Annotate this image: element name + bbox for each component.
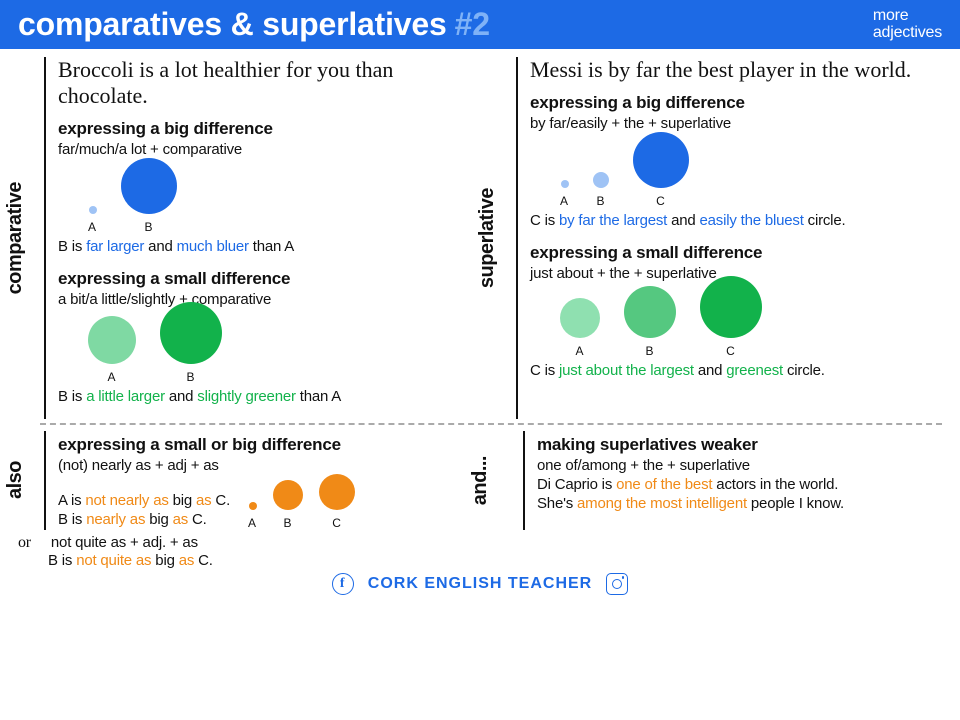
circle-label: C [633, 194, 689, 208]
comp-small-sentence: B is a little larger and slightly greene… [58, 388, 470, 405]
also-rule: (not) nearly as + adj + as [58, 457, 463, 474]
example-script-left: Broccoli is a lot healthier for you than… [58, 57, 470, 109]
label-superlative: superlative [476, 184, 510, 292]
circle-icon [700, 276, 762, 338]
page-title: comparatives & superlatives [18, 6, 447, 43]
also-row: A is not nearly as big as C. B is nearly… [58, 474, 463, 530]
circle-icon [88, 316, 136, 364]
section-divider [40, 423, 942, 425]
circle-item: B [121, 158, 177, 234]
sup-big-title: expressing a big difference [530, 93, 942, 113]
circle-item: B [624, 286, 676, 358]
circle-label: B [121, 220, 177, 234]
or-label: or [18, 534, 31, 551]
sup-small-circles: A B C [560, 292, 942, 358]
also-column: expressing a small or big difference (no… [44, 431, 463, 530]
circle-item: B [593, 172, 609, 208]
also-line1: A is not nearly as big as C. [58, 492, 230, 509]
sub-line1: more [873, 7, 909, 24]
or-rule: not quite as + adj. + as [51, 534, 198, 551]
also-circles: A B C [248, 474, 355, 530]
footer: f CORK ENGLISH TEACHER [0, 573, 960, 595]
circle-label: A [560, 344, 600, 358]
circle-label: B [160, 370, 222, 384]
sup-big-rule: by far/easily + the + superlative [530, 115, 942, 132]
comp-small-title: expressing a small difference [58, 269, 470, 289]
comparative-column: Broccoli is a lot healthier for you than… [44, 57, 470, 419]
or-block: or not quite as + adj. + as B is not qui… [14, 534, 960, 569]
page-number: #2 [455, 6, 490, 43]
comp-small-rule: a bit/a little/slightly + comparative [58, 291, 470, 308]
circle-item: B [160, 302, 222, 384]
and-line1: Di Caprio is one of the best actors in t… [537, 476, 942, 493]
circle-item: C [633, 132, 689, 208]
circle-label: A [88, 370, 136, 384]
and-line2: She's among the most intelligent people … [537, 495, 942, 512]
circle-label: A [248, 516, 257, 530]
circle-icon [89, 206, 97, 214]
comp-big-sentence: B is far larger and much bluer than A [58, 238, 470, 255]
or-sentence: B is not quite as big as C. [48, 552, 213, 569]
sup-big-circles: A B C [560, 142, 942, 208]
also-line2: B is nearly as big as C. [58, 511, 230, 528]
comp-big-circles: AB [88, 168, 470, 234]
and-title: making superlatives weaker [537, 435, 942, 455]
circle-label: C [700, 344, 762, 358]
and-column: making superlatives weaker one of/among … [523, 431, 942, 530]
comp-big-title: expressing a big difference [58, 119, 470, 139]
circle-icon [249, 502, 257, 510]
instagram-icon [606, 573, 628, 595]
circle-label: C [319, 516, 355, 530]
circle-item: A [88, 316, 136, 384]
circle-label: B [624, 344, 676, 358]
also-title: expressing a small or big difference [58, 435, 463, 455]
circle-label: B [273, 516, 303, 530]
circle-item: A [560, 298, 600, 358]
circle-icon [560, 298, 600, 338]
label-comparative: comparative [4, 178, 38, 298]
circle-item: A [248, 502, 257, 530]
circle-item: A [88, 206, 97, 234]
sup-small-sentence: C is just about the largest and greenest… [530, 362, 942, 379]
sup-small-title: expressing a small difference [530, 243, 942, 263]
circle-icon [561, 180, 569, 188]
comp-big-rule: far/much/a lot + comparative [58, 141, 470, 158]
circle-icon [633, 132, 689, 188]
main-grid: comparative Broccoli is a lot healthier … [0, 49, 960, 419]
circle-item: A [560, 180, 569, 208]
sub-line2: adjectives [873, 24, 942, 41]
facebook-icon: f [332, 573, 354, 595]
circle-icon [273, 480, 303, 510]
footer-brand: CORK ENGLISH TEACHER [368, 575, 592, 593]
header-subtitle: more adjectives [873, 8, 942, 42]
sup-big-sentence: C is by far the largest and easily the b… [530, 212, 942, 229]
comp-small-circles: AB [88, 318, 470, 384]
circle-icon [593, 172, 609, 188]
bottom-grid: also expressing a small or big differenc… [0, 431, 960, 530]
circle-label: A [560, 194, 569, 208]
circle-icon [121, 158, 177, 214]
superlative-column: Messi is by far the best player in the w… [516, 57, 942, 419]
circle-label: A [88, 220, 97, 234]
label-and: and... [469, 452, 517, 509]
circle-label: B [593, 194, 609, 208]
example-script-right: Messi is by far the best player in the w… [530, 57, 942, 83]
header-bar: comparatives & superlatives #2 more adje… [0, 0, 960, 49]
circle-icon [319, 474, 355, 510]
circle-item: C [319, 474, 355, 530]
circle-icon [624, 286, 676, 338]
circle-icon [160, 302, 222, 364]
and-rule: one of/among + the + superlative [537, 457, 942, 474]
circle-item: B [273, 480, 303, 530]
label-also: also [4, 457, 38, 503]
circle-item: C [700, 276, 762, 358]
